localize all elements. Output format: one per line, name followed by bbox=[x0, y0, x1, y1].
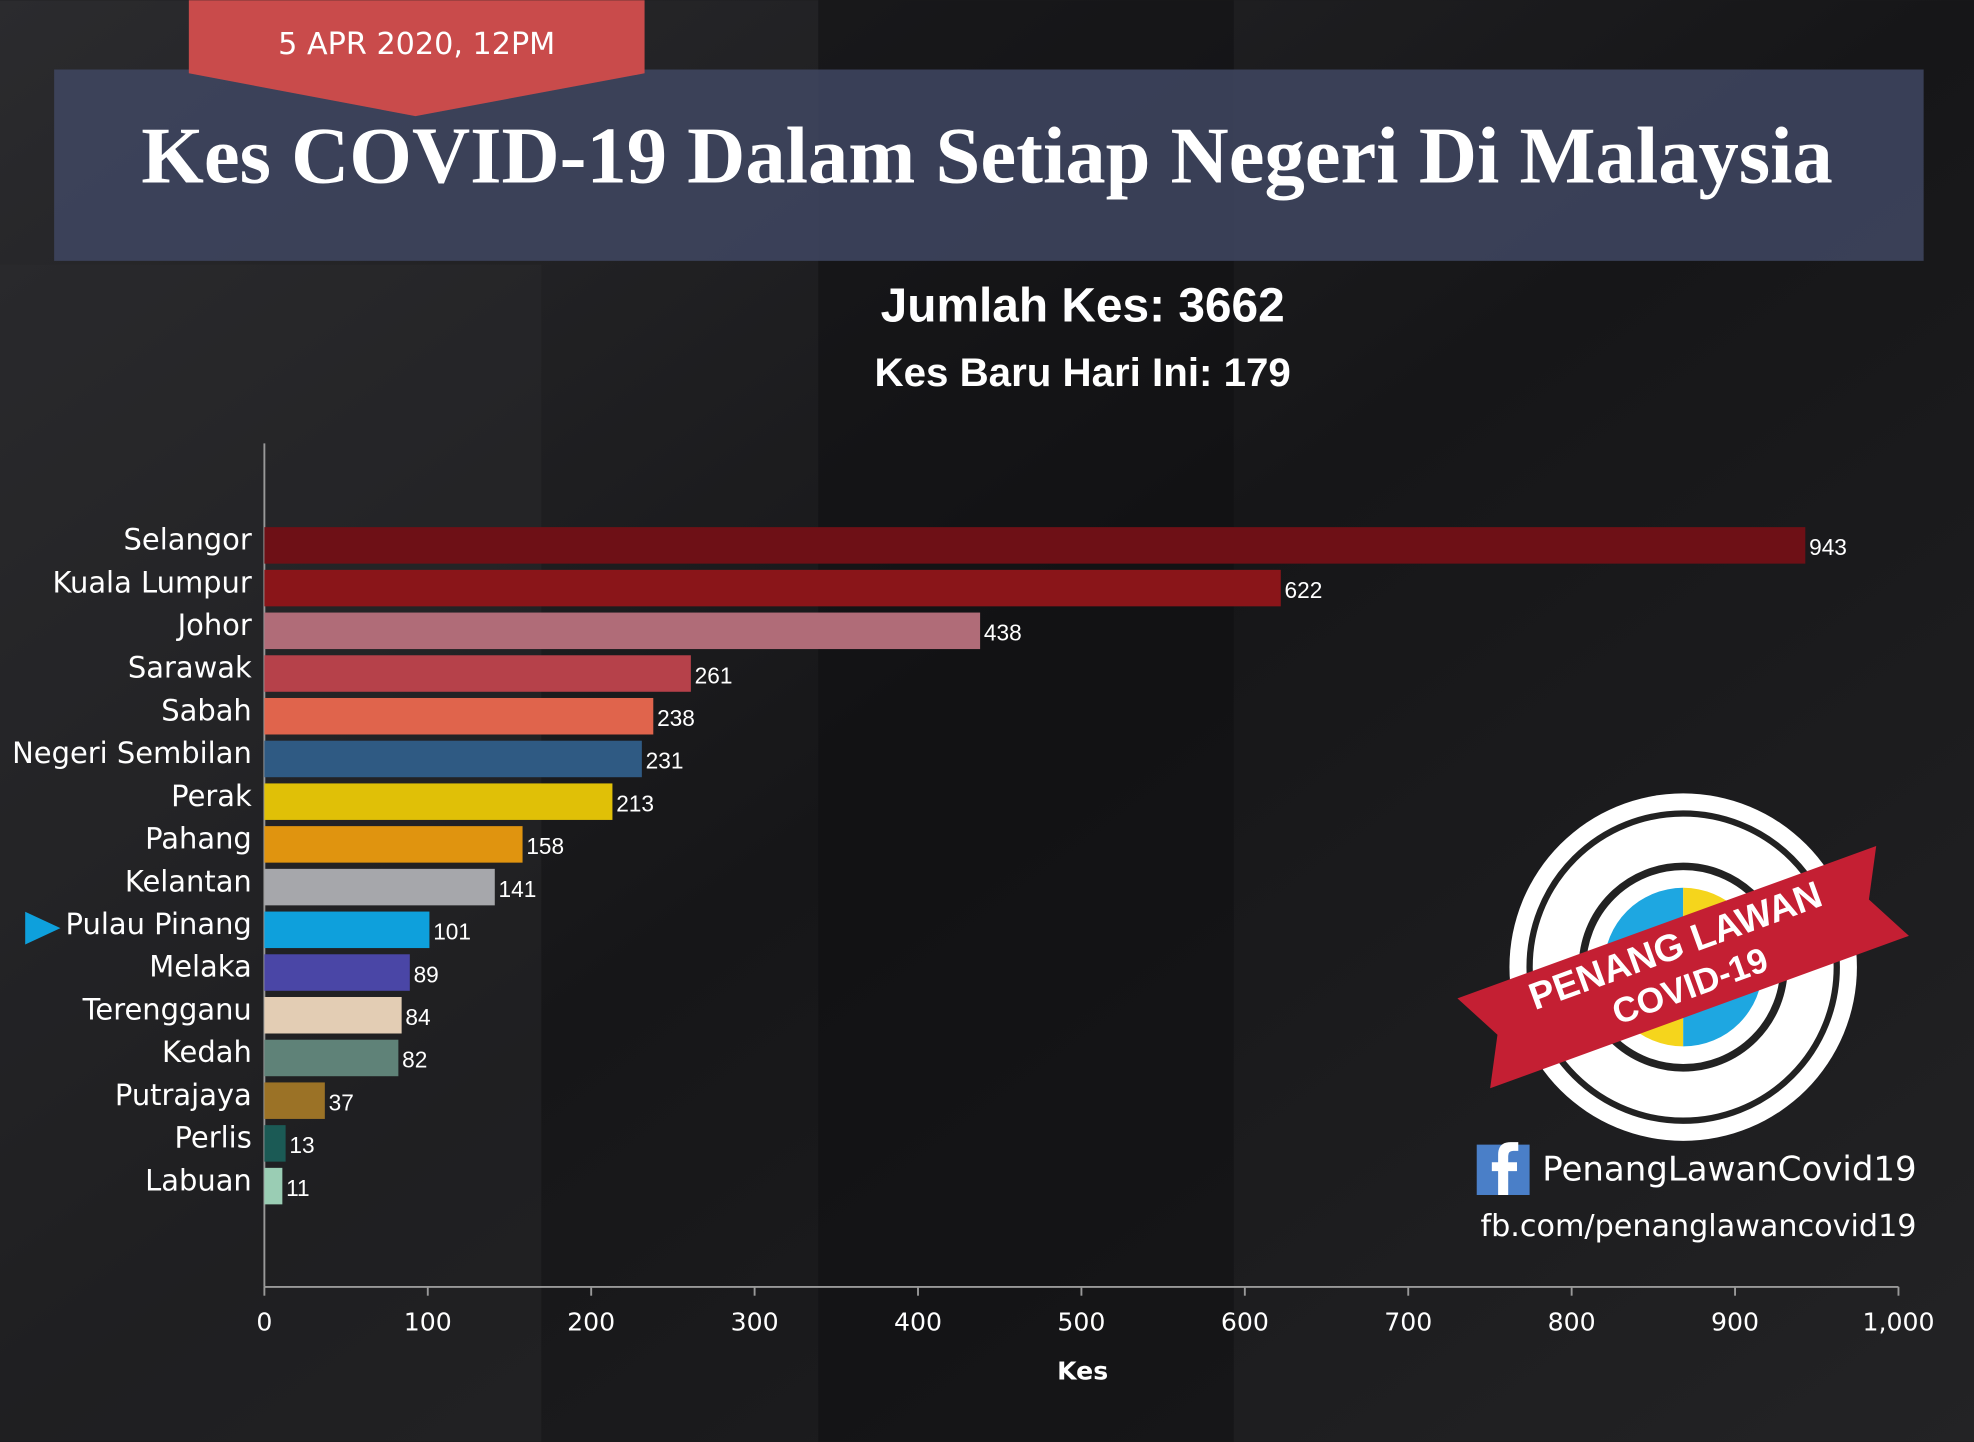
value-label: 231 bbox=[646, 748, 684, 774]
value-label: 84 bbox=[405, 1004, 430, 1030]
logo: PENANG LAWAN COVID-19 bbox=[1457, 793, 1909, 1141]
bar bbox=[264, 954, 410, 991]
bar bbox=[264, 697, 654, 735]
social-url: fb.com/penanglawancovid19 bbox=[1481, 1209, 1917, 1244]
facebook-glyph bbox=[1491, 1142, 1519, 1195]
value-label: 13 bbox=[289, 1132, 314, 1158]
bar bbox=[264, 911, 430, 949]
y-tick-label: Labuan bbox=[145, 1163, 252, 1197]
chart-title: Kes COVID-19 Dalam Setiap Negeri Di Mala… bbox=[141, 111, 1833, 200]
social-name: PenangLawanCovid19 bbox=[1542, 1150, 1916, 1190]
bar bbox=[264, 1082, 325, 1119]
bar bbox=[264, 527, 1806, 564]
y-tick-label: Perlis bbox=[175, 1121, 252, 1155]
y-tick-label: Negeri Sembilan bbox=[12, 736, 252, 770]
bar bbox=[264, 655, 691, 692]
date-label: 5 APR 2020, 12PM bbox=[278, 27, 555, 62]
x-tick-label: 1,000 bbox=[1862, 1307, 1934, 1336]
value-label: 11 bbox=[286, 1175, 310, 1201]
bar bbox=[264, 740, 642, 778]
subtitle: Jumlah Kes: 3662 bbox=[881, 279, 1285, 332]
bar bbox=[264, 1167, 283, 1205]
x-tick-label: 600 bbox=[1221, 1307, 1269, 1336]
y-tick-label: Selangor bbox=[124, 523, 252, 557]
highlight-arrow bbox=[25, 911, 61, 945]
value-label: 141 bbox=[499, 876, 537, 902]
bar bbox=[264, 826, 523, 863]
x-tick-label: 0 bbox=[256, 1307, 272, 1336]
bar bbox=[264, 612, 981, 650]
x-tick-label: 500 bbox=[1057, 1307, 1105, 1336]
y-tick-label: Putrajaya bbox=[115, 1078, 252, 1112]
x-tick-label: 900 bbox=[1711, 1307, 1759, 1336]
x-tick-label: 100 bbox=[404, 1307, 452, 1336]
y-tick-label: Pulau Pinang bbox=[66, 907, 252, 941]
bar bbox=[264, 569, 1281, 607]
y-tick-label: Sabah bbox=[161, 693, 252, 727]
subtitle: Kes Baru Hari Ini: 179 bbox=[875, 350, 1291, 395]
x-axis-label: Kes bbox=[1057, 1356, 1108, 1385]
x-tick-label: 400 bbox=[894, 1307, 942, 1336]
x-tick-label: 700 bbox=[1384, 1307, 1432, 1336]
y-tick-label: Sarawak bbox=[128, 651, 252, 685]
bar bbox=[264, 868, 495, 906]
x-tick-label: 300 bbox=[731, 1307, 779, 1336]
y-tick-label: Perak bbox=[171, 779, 252, 813]
value-label: 158 bbox=[526, 833, 564, 859]
date-ribbon bbox=[188, 69, 645, 117]
bar bbox=[264, 996, 402, 1034]
y-tick-label: Kelantan bbox=[125, 864, 252, 898]
y-tick-label: Kuala Lumpur bbox=[52, 565, 251, 599]
value-label: 261 bbox=[695, 662, 733, 688]
value-label: 943 bbox=[1809, 534, 1847, 560]
value-label: 213 bbox=[616, 790, 654, 816]
x-tick-label: 200 bbox=[567, 1307, 615, 1336]
value-label: 101 bbox=[433, 919, 471, 945]
bar bbox=[264, 783, 613, 820]
logo-ring bbox=[1526, 810, 1840, 1124]
y-tick-label: Johor bbox=[176, 608, 252, 642]
value-label: 89 bbox=[414, 961, 439, 987]
x-tick-label: 800 bbox=[1548, 1307, 1596, 1336]
value-label: 622 bbox=[1285, 577, 1323, 603]
bar bbox=[264, 1039, 399, 1077]
bar bbox=[264, 1125, 286, 1162]
value-label: 438 bbox=[984, 620, 1022, 646]
logo-banner bbox=[1457, 845, 1909, 1089]
y-tick-label: Kedah bbox=[162, 1035, 252, 1069]
y-tick-label: Pahang bbox=[145, 822, 252, 856]
y-tick-label: Melaka bbox=[149, 950, 252, 984]
y-tick-label: Terengganu bbox=[82, 992, 252, 1026]
value-label: 238 bbox=[657, 705, 695, 731]
plot: 0 100 200 300 400 500 600 700 800 900 1,000 Selango… bbox=[12, 443, 1934, 1336]
value-label: 37 bbox=[329, 1089, 354, 1115]
value-label: 82 bbox=[402, 1047, 427, 1073]
